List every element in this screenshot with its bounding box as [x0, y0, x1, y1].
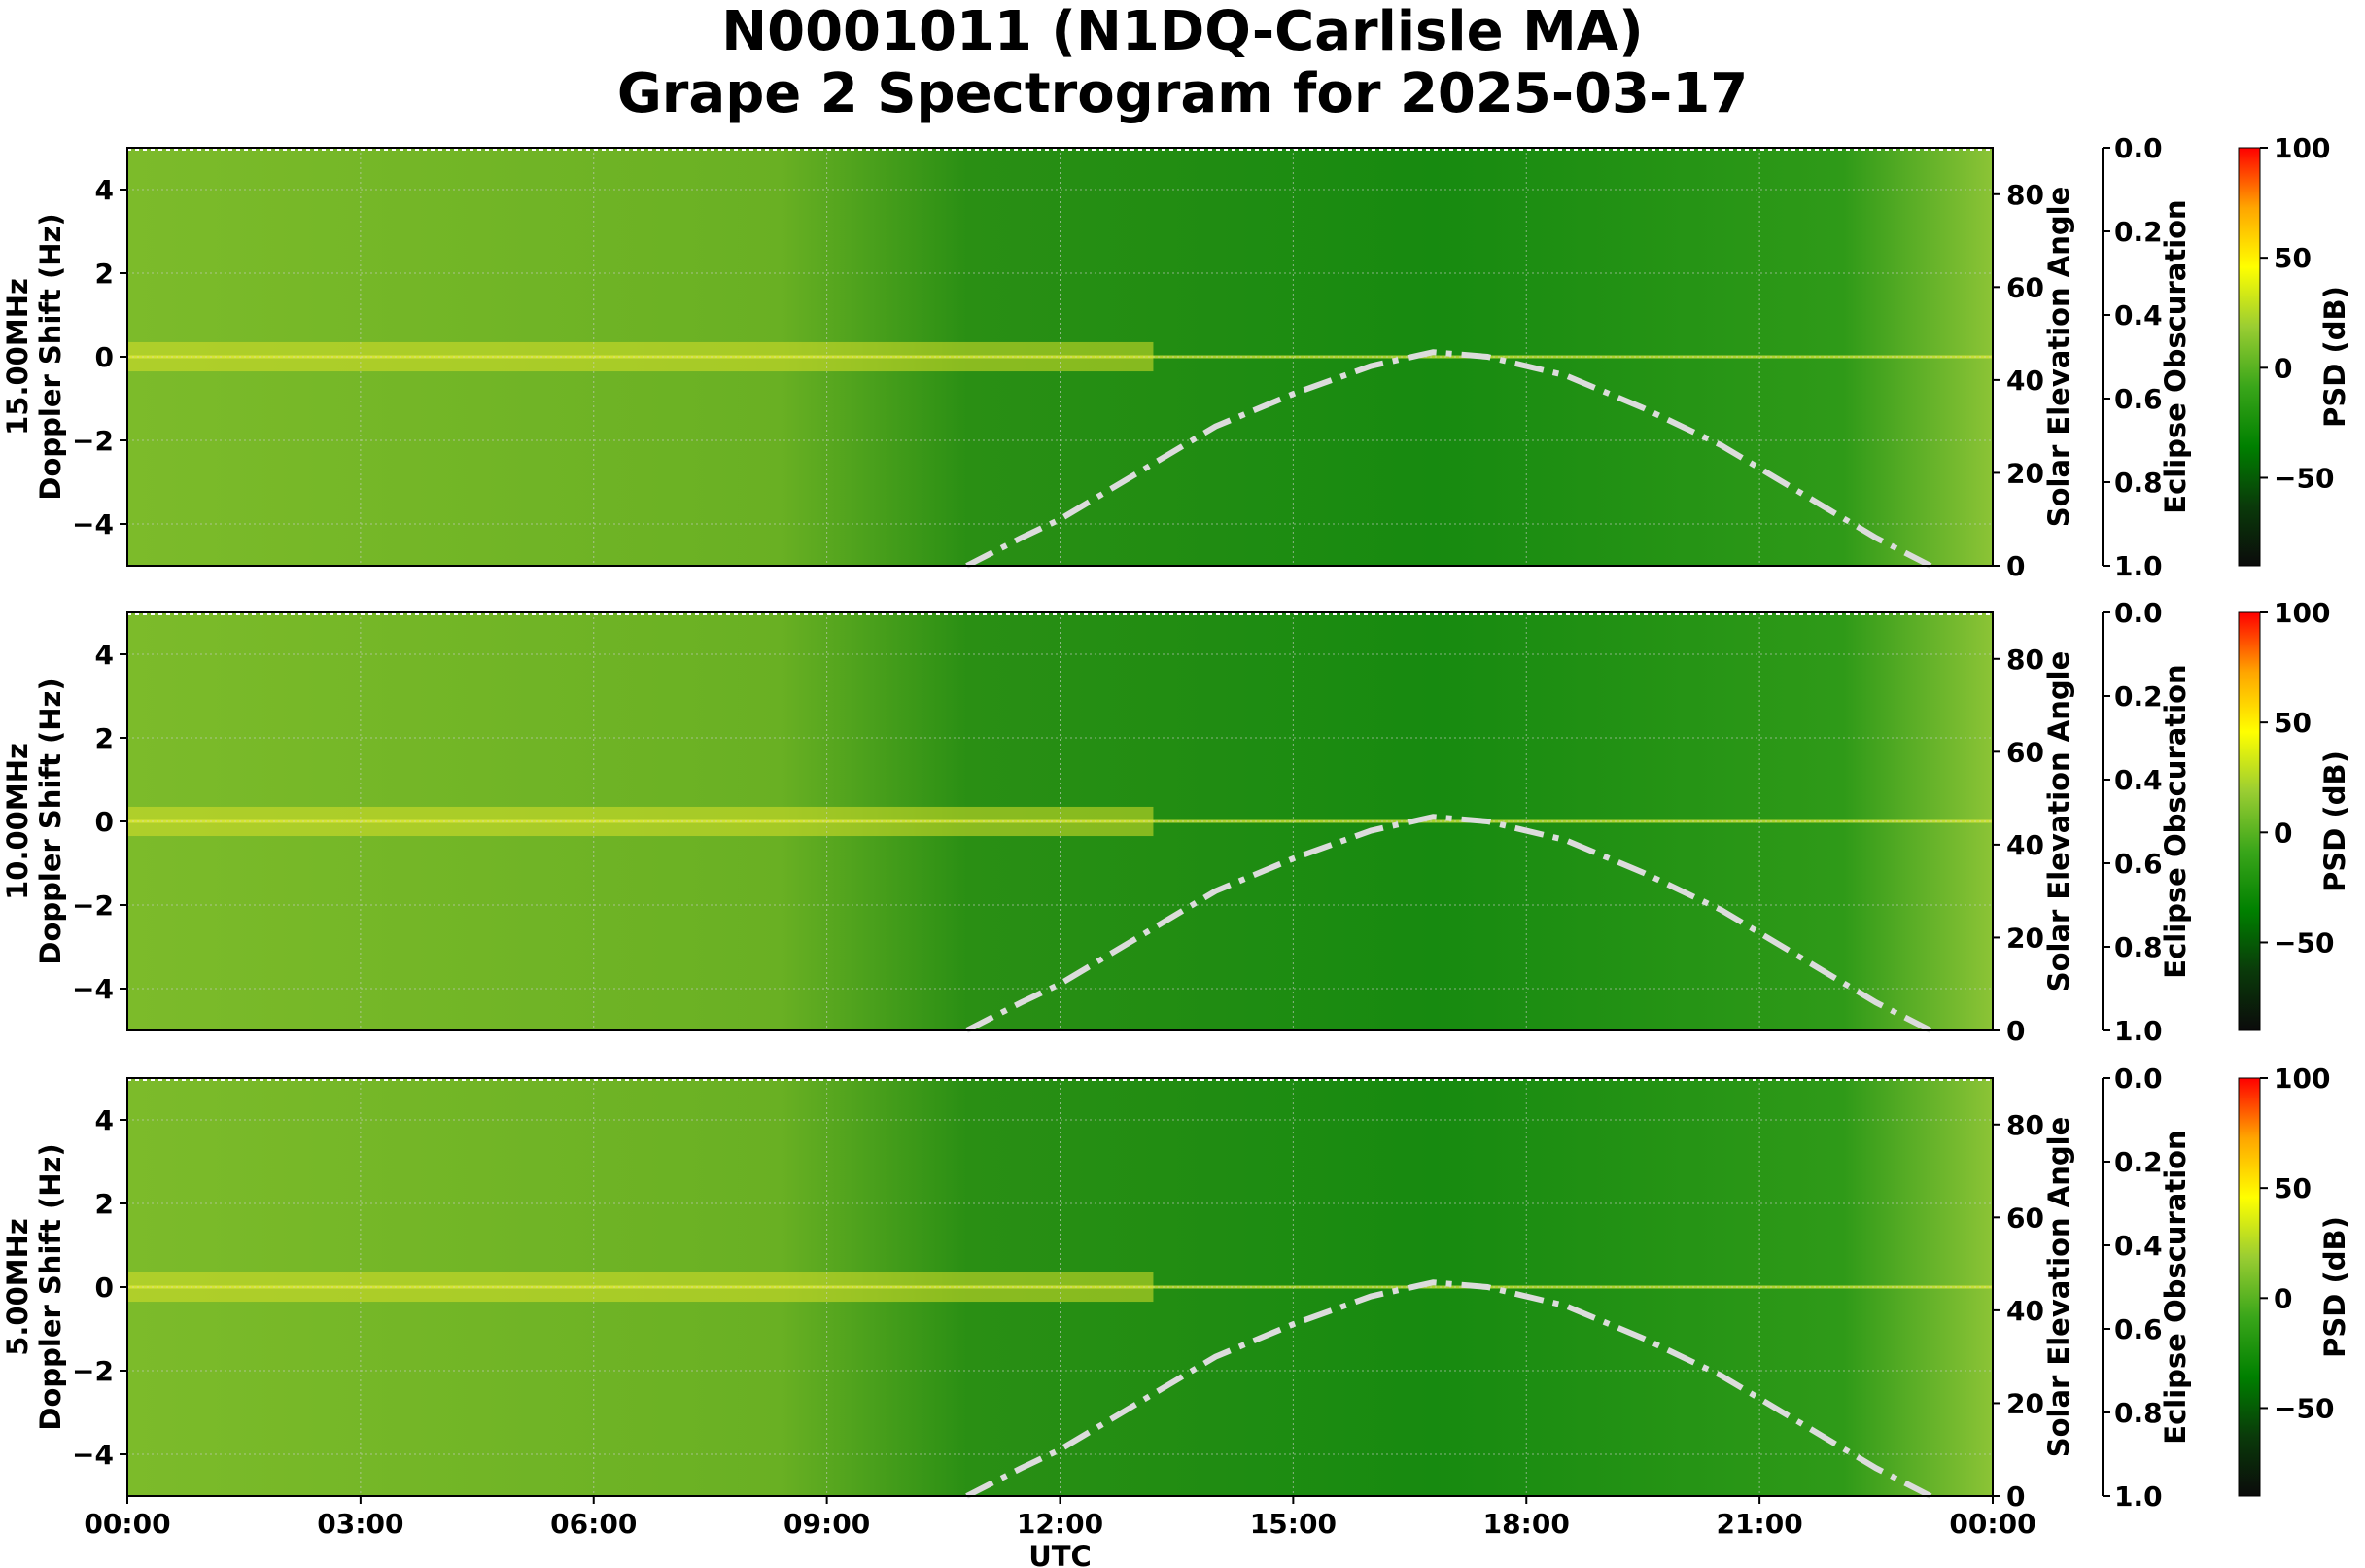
eclipse-axis-label: Eclipse Obscuration: [2159, 1130, 2192, 1444]
eclipse-tick-label: 0.4: [2114, 1230, 2163, 1262]
eclipse-tick-label: 0.2: [2114, 216, 2163, 248]
panel-frequency-label: 15.00MHz: [1, 278, 34, 436]
eclipse-axis-label: Eclipse Obscuration: [2159, 199, 2192, 513]
x-tick-label: 12:00: [1017, 1508, 1103, 1540]
eclipse-tick-label: 0.2: [2114, 1146, 2163, 1178]
y-tick-label: 4: [95, 174, 114, 206]
right-tick-label: 80: [2006, 644, 2044, 676]
solar-elevation-axis-label: Solar Elevation Angle: [2042, 187, 2075, 528]
right-tick-label: 40: [2006, 1295, 2044, 1327]
right-tick-label: 60: [2006, 736, 2044, 768]
solar-elevation-curve: [965, 349, 1932, 569]
solar-elevation-axis-label: Solar Elevation Angle: [2042, 1117, 2075, 1458]
y-axis-label: Doppler Shift (Hz): [34, 678, 67, 964]
colorbar: [2238, 611, 2261, 1031]
y-tick-label: −4: [72, 973, 114, 1005]
colorbar-label: PSD (dB): [2318, 1216, 2351, 1358]
panel-frequency-label: 5.00MHz: [1, 1218, 34, 1356]
x-tick-label: 00:00: [84, 1508, 170, 1540]
y-tick-label: −2: [72, 1355, 114, 1387]
x-tick-label: 03:00: [317, 1508, 403, 1540]
y-tick-label: 0: [95, 806, 114, 838]
eclipse-tick-label: 1.0: [2114, 1015, 2163, 1047]
chart-title-line-2: Grape 2 Spectrogram for 2025-03-17: [616, 62, 1749, 125]
colorbar-label: PSD (dB): [2318, 750, 2351, 892]
right-tick-label: 20: [2006, 922, 2044, 954]
colorbar-tick-label: 100: [2274, 132, 2330, 164]
y-tick-label: 2: [95, 258, 114, 290]
eclipse-tick-label: 0.2: [2114, 680, 2163, 713]
y-tick-label: 4: [95, 1104, 114, 1136]
x-tick-label: 18:00: [1483, 1508, 1570, 1540]
x-tick-label: 06:00: [550, 1508, 637, 1540]
y-tick-label: 4: [95, 639, 114, 671]
solar-elevation-curve: [965, 1279, 1932, 1499]
y-tick-label: 2: [95, 1188, 114, 1220]
solar-elevation-axis-label: Solar Elevation Angle: [2042, 651, 2075, 993]
colorbar-label: PSD (dB): [2318, 286, 2351, 428]
colorbar-tick-label: −50: [2274, 926, 2334, 958]
y-axis-label: Doppler Shift (Hz): [34, 1143, 67, 1430]
eclipse-tick-label: 0.6: [2114, 1313, 2163, 1345]
x-tick-label: 21:00: [1717, 1508, 1803, 1540]
eclipse-tick-label: 0.0: [2114, 597, 2163, 629]
colorbar: [2238, 147, 2261, 567]
eclipse-tick-label: 1.0: [2114, 550, 2163, 582]
x-axis-label: UTC: [1028, 1540, 1092, 1568]
eclipse-tick-label: 0.0: [2114, 132, 2163, 164]
right-tick-label: 80: [2006, 179, 2044, 211]
eclipse-tick-label: 0.0: [2114, 1063, 2163, 1095]
colorbar-tick-label: −50: [2274, 462, 2334, 494]
colorbar-tick-label: 0: [2274, 352, 2292, 384]
x-tick-label: 00:00: [1949, 1508, 2035, 1540]
y-tick-label: 0: [95, 1272, 114, 1304]
right-tick-label: 60: [2006, 271, 2044, 303]
right-tick-label: 40: [2006, 829, 2044, 861]
eclipse-tick-label: 0.4: [2114, 299, 2163, 331]
eclipse-tick-label: 0.4: [2114, 764, 2163, 796]
eclipse-tick-label: 0.6: [2114, 383, 2163, 415]
x-tick-label: 09:00: [783, 1508, 870, 1540]
right-tick-label: 0: [2006, 1481, 2025, 1513]
right-tick-label: 40: [2006, 365, 2044, 397]
eclipse-tick-label: 0.6: [2114, 848, 2163, 880]
colorbar-tick-label: 0: [2274, 817, 2292, 849]
right-tick-label: 60: [2006, 1202, 2044, 1234]
y-tick-label: 2: [95, 722, 114, 754]
eclipse-tick-label: 0.8: [2114, 1397, 2163, 1429]
chart-title-line-1: N0001011 (N1DQ-Carlisle MA): [721, 0, 1644, 63]
eclipse-tick-label: 1.0: [2114, 1481, 2163, 1513]
eclipse-tick-label: 0.8: [2114, 931, 2163, 963]
y-tick-label: 0: [95, 341, 114, 373]
y-tick-label: −2: [72, 889, 114, 922]
colorbar: [2238, 1077, 2261, 1497]
colorbar-tick-label: 50: [2274, 242, 2312, 274]
colorbar-tick-label: 50: [2274, 1172, 2312, 1204]
right-tick-label: 20: [2006, 1387, 2044, 1419]
right-tick-label: 20: [2006, 457, 2044, 489]
right-tick-label: 80: [2006, 1109, 2044, 1141]
solar-elevation-curve: [965, 814, 1932, 1033]
colorbar-tick-label: −50: [2274, 1392, 2334, 1424]
right-tick-label: 0: [2006, 1015, 2025, 1047]
panel-frequency-label: 10.00MHz: [1, 743, 34, 900]
colorbar-tick-label: 0: [2274, 1282, 2292, 1314]
colorbar-tick-label: 100: [2274, 1063, 2330, 1095]
colorbar-tick-label: 50: [2274, 707, 2312, 739]
eclipse-tick-label: 0.8: [2114, 467, 2163, 499]
y-tick-label: −2: [72, 425, 114, 457]
y-axis-label: Doppler Shift (Hz): [34, 213, 67, 500]
right-tick-label: 0: [2006, 550, 2025, 582]
x-tick-label: 15:00: [1250, 1508, 1337, 1540]
y-tick-label: −4: [72, 508, 114, 540]
eclipse-axis-label: Eclipse Obscuration: [2159, 664, 2192, 978]
colorbar-tick-label: 100: [2274, 597, 2330, 629]
y-tick-label: −4: [72, 1439, 114, 1471]
